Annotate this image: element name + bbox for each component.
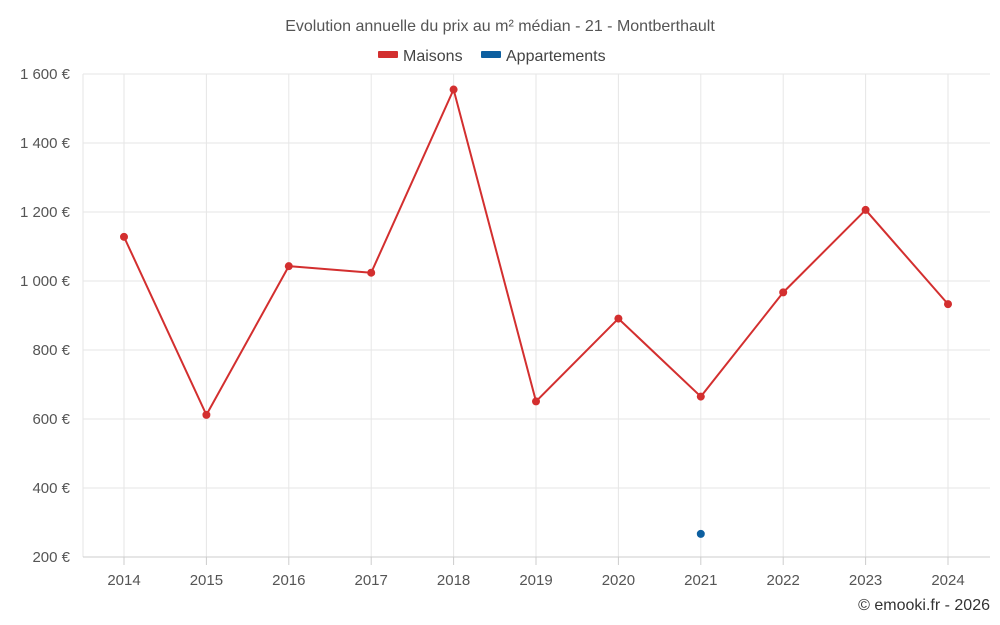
legend-label-appartements: Appartements xyxy=(506,48,606,65)
x-tick-label: 2017 xyxy=(355,572,388,589)
x-tick-label: 2022 xyxy=(767,572,800,589)
y-tick-label: 1 000 € xyxy=(20,273,71,290)
y-tick-label: 1 200 € xyxy=(20,204,71,221)
y-tick-label: 200 € xyxy=(32,549,70,566)
x-tick-label: 2023 xyxy=(849,572,882,589)
chart-title: Evolution annuelle du prix au m² médian … xyxy=(285,18,715,35)
axes: 200 € 400 € 600 € 800 € 1 000 € 1 200 € 1 400 … xyxy=(20,66,990,589)
x-tick-label: 2016 xyxy=(272,572,305,589)
y-tick-label: 600 € xyxy=(32,411,70,428)
series xyxy=(120,85,952,538)
x-tick-label: 2014 xyxy=(107,572,140,589)
data-point-maisons-2019[interactable] xyxy=(532,397,540,406)
data-point-maisons-2024[interactable] xyxy=(944,300,952,309)
credit-text: © emooki.fr - 2026 xyxy=(858,597,990,614)
y-tick-label: 400 € xyxy=(32,480,70,497)
legend-swatch-appartements xyxy=(481,51,501,58)
series-appartements xyxy=(696,529,705,538)
data-point-maisons-2014[interactable] xyxy=(120,232,128,241)
x-tick-label: 2019 xyxy=(519,572,552,589)
x-tick-label: 2018 xyxy=(437,572,470,589)
data-point-maisons-2022[interactable] xyxy=(779,288,788,297)
data-point-appartements-2021[interactable] xyxy=(696,529,705,538)
x-tick-label: 2024 xyxy=(931,572,964,589)
y-tick-label: 800 € xyxy=(32,342,70,359)
y-tick-label: 1 600 € xyxy=(20,66,71,83)
legend-item-maisons[interactable]: Maisons xyxy=(378,48,463,65)
data-point-maisons-2018[interactable] xyxy=(449,85,458,94)
data-point-maisons-2016[interactable] xyxy=(284,262,293,271)
data-point-maisons-2020[interactable] xyxy=(614,314,623,323)
legend-swatch-maisons xyxy=(378,51,398,58)
series-maisons xyxy=(120,85,952,419)
x-tick-label: 2021 xyxy=(684,572,717,589)
legend-item-appartements[interactable]: Appartements xyxy=(481,48,606,65)
y-tick-label: 1 400 € xyxy=(20,135,71,152)
x-tick-label: 2015 xyxy=(190,572,223,589)
data-point-maisons-2015[interactable] xyxy=(202,410,211,419)
x-tick-label: 2020 xyxy=(602,572,635,589)
data-point-maisons-2023[interactable] xyxy=(861,205,870,214)
data-point-maisons-2017[interactable] xyxy=(367,268,376,277)
gridlines xyxy=(82,73,990,557)
legend-label-maisons: Maisons xyxy=(403,48,463,65)
data-point-maisons-2021[interactable] xyxy=(696,392,705,401)
legend: Maisons Appartements xyxy=(378,48,606,65)
